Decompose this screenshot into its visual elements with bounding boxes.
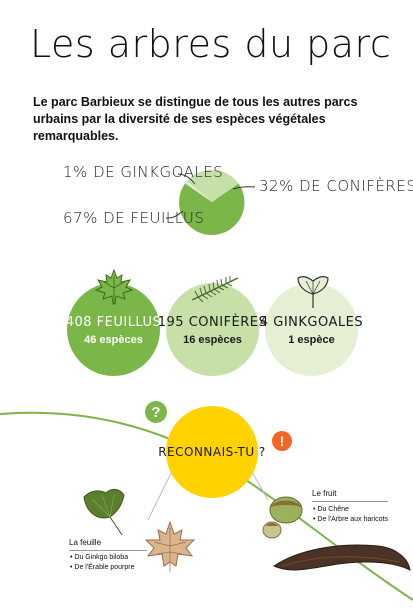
leader-line-feuillus: [165, 210, 184, 219]
fruit-item-chene: • Du Chêne: [313, 506, 349, 513]
fruit-block-title: Le fruit: [312, 489, 337, 498]
pie-slice-ginkgoales: [185, 181, 212, 202]
ginkgoales-count: 4 GINKGOALES: [259, 314, 364, 330]
bean-pod-photo: [272, 544, 411, 571]
species-pie-chart: [165, 169, 256, 236]
pie-label-feuillus: 67% DE FEUILLUS: [63, 209, 205, 227]
intro-text: Le parc Barbieux se distingue de tous le…: [33, 95, 358, 143]
maple-leaf-photo: [144, 520, 196, 572]
coniferes-count: 195 CONIFÈRES: [157, 314, 268, 330]
exclamation-icon: !: [272, 431, 292, 451]
gray-line-left: [147, 464, 176, 521]
pie-slice-feuillus: [179, 183, 245, 236]
circle-ginkgoales: 4 GINKGOALES 1 espèce: [260, 283, 363, 376]
fruit-block-rule: [312, 501, 388, 502]
acorn-photo: [262, 496, 303, 539]
circle-coniferes: 195 CONIFÈRES 16 espèces: [158, 283, 267, 376]
leader-line-ginkgo: [177, 173, 196, 185]
ginkgo-leaf-icon: [297, 275, 329, 308]
pie-slice-coniferes: [186, 169, 239, 202]
feuillus-count: 408 FEUILLUS: [65, 314, 162, 330]
maple-leaf-icon: [94, 268, 134, 305]
page-title: Les arbres du parc: [30, 22, 392, 66]
feuillus-species: 46 espèces: [84, 333, 143, 346]
pie-label-coniferes: 32% DE CONIFÈRES: [259, 177, 413, 195]
leaf-block-title: La feuille: [69, 538, 102, 547]
fruit-item-haricots: • De l'Arbre aux haricots: [313, 516, 388, 523]
question-mark-icon: ?: [145, 401, 167, 423]
reconnais-tu-circle: RECONNAIS-TU ?: [158, 406, 265, 498]
leaf-item-ginkgo: • Du Ginkgo biloba: [70, 554, 129, 561]
ginkgo-leaf-photo: [83, 488, 125, 536]
pie-label-ginkgoales: 1% DE GINKGOALES: [63, 163, 224, 181]
reconnais-tu-label: RECONNAIS-TU ?: [158, 444, 266, 459]
conifer-twig-icon: [191, 276, 239, 303]
ginkgoales-species: 1 espèce: [288, 333, 335, 346]
coniferes-species: 16 espèces: [183, 333, 242, 346]
leaf-block-rule: [69, 550, 147, 551]
leader-line-coniferes: [232, 186, 256, 190]
leaf-item-erable: • De l'Érable pourpre: [70, 564, 135, 571]
